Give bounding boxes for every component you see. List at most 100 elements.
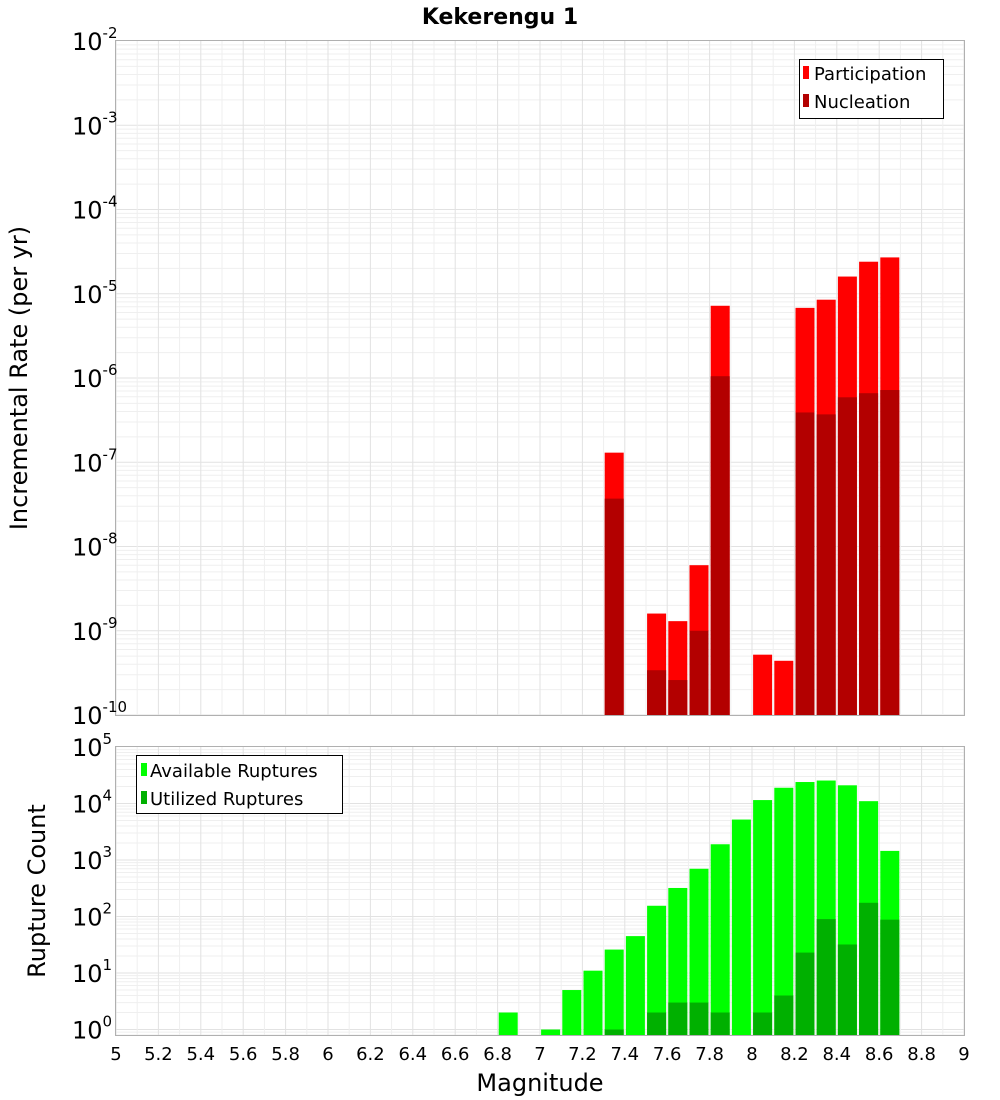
bottom-y-tick-labels: 105 104 103 102 101 100 xyxy=(72,730,112,1045)
bar-available-ruptures xyxy=(541,1029,561,1035)
bar-utilized-ruptures xyxy=(859,902,879,1035)
bar-available-ruptures xyxy=(562,990,582,1035)
x-tick-label: 7.4 xyxy=(610,1044,639,1065)
bar-utilized-ruptures xyxy=(604,1029,624,1035)
bar-available-ruptures xyxy=(689,868,709,1035)
bar-nucleation xyxy=(668,680,688,715)
top-y-tick-label: 10-7 xyxy=(72,445,118,477)
x-tick-label: 7.2 xyxy=(568,1044,597,1065)
top-gridlines xyxy=(115,41,965,716)
bar-utilized-ruptures xyxy=(795,952,815,1035)
x-tick-label: 8.4 xyxy=(822,1044,851,1065)
bottom-plot-frame xyxy=(115,746,965,1036)
bar-available-ruptures xyxy=(625,936,645,1035)
bottom-y-tick-label: 101 xyxy=(72,956,112,988)
bar-utilized-ruptures xyxy=(753,1012,773,1035)
x-tick-label: 6.6 xyxy=(441,1044,470,1065)
bar-utilized-ruptures xyxy=(880,919,900,1035)
bar-utilized-ruptures xyxy=(816,919,836,1035)
x-tick-label: 5.2 xyxy=(144,1044,173,1065)
bar-nucleation xyxy=(647,670,667,715)
top-y-tick-label: 10-5 xyxy=(72,277,118,309)
bottom-gridlines xyxy=(115,747,965,1036)
x-axis-label: Magnitude xyxy=(476,1069,603,1097)
bottom-legend-box xyxy=(136,755,343,814)
legend-label-participation: Participation xyxy=(814,64,926,85)
bar-utilized-ruptures xyxy=(710,1012,730,1035)
x-tick-label: 5.8 xyxy=(271,1044,300,1065)
x-tick-label: 5.6 xyxy=(229,1044,258,1065)
chart-title: Kekerengu 1 xyxy=(422,5,578,30)
top-y-tick-label: 10-9 xyxy=(72,614,118,646)
bar-available-ruptures xyxy=(583,970,603,1035)
legend-label-available-ruptures: Available Ruptures xyxy=(150,761,318,782)
x-tick-label: 5 xyxy=(110,1044,121,1065)
x-tick-label: 7 xyxy=(534,1044,545,1065)
legend-swatch-utilized-ruptures xyxy=(141,791,147,804)
top-y-tick-label: 10-10 xyxy=(72,698,127,730)
bottom-legend: Available Ruptures Utilized Ruptures xyxy=(136,755,343,814)
bar-available-ruptures xyxy=(710,844,730,1035)
top-y-tick-label: 10-3 xyxy=(72,108,118,140)
bar-utilized-ruptures xyxy=(774,995,794,1035)
bar-available-ruptures xyxy=(731,819,751,1035)
legend-swatch-available-ruptures xyxy=(141,763,147,776)
bar-nucleation xyxy=(859,393,879,715)
x-tick-label: 5.4 xyxy=(186,1044,215,1065)
x-tick-labels: 5 5.2 5.4 5.6 5.8 6 6.2 6.4 6.6 6.8 7 7.2 7.4 7.6 7.8 8… xyxy=(110,1044,969,1065)
bar-nucleation xyxy=(880,390,900,715)
x-tick-label: 8.6 xyxy=(865,1044,894,1065)
bottom-y-tick-label: 103 xyxy=(72,843,112,875)
x-tick-label: 8 xyxy=(746,1044,757,1065)
x-tick-label: 8.8 xyxy=(907,1044,936,1065)
bar-participation xyxy=(774,660,794,715)
legend-label-nucleation: Nucleation xyxy=(814,92,910,113)
bar-utilized-ruptures xyxy=(668,1002,688,1035)
top-y-tick-label: 10-6 xyxy=(72,361,118,393)
bar-utilized-ruptures xyxy=(689,1002,709,1035)
bar-available-ruptures xyxy=(498,1012,518,1035)
bottom-y-tick-label: 100 xyxy=(72,1013,112,1045)
top-y-tick-label: 10-4 xyxy=(72,193,118,225)
legend-label-utilized-ruptures: Utilized Ruptures xyxy=(150,789,303,810)
bottom-y-axis-label: Rupture Count xyxy=(23,804,51,978)
x-tick-label: 9 xyxy=(958,1044,969,1065)
bottom-y-tick-label: 104 xyxy=(72,787,112,819)
bar-utilized-ruptures xyxy=(647,1012,667,1035)
bar-available-ruptures xyxy=(604,949,624,1035)
top-y-tick-label: 10-2 xyxy=(72,24,118,56)
top-y-tick-label: 10-8 xyxy=(72,530,118,562)
bar-available-ruptures xyxy=(647,905,667,1035)
bottom-plot-panel: 105 104 103 102 101 100 Rupture Count Availab… xyxy=(23,730,970,1097)
x-tick-label: 7.6 xyxy=(653,1044,682,1065)
top-bars xyxy=(604,257,900,715)
bar-available-ruptures xyxy=(774,787,794,1035)
top-plot-panel: 10-2 10-3 10-4 10-5 10-6 10-7 10-8 10-9 10-10 In… xyxy=(5,24,965,730)
x-tick-label: 6 xyxy=(322,1044,333,1065)
x-tick-label: 6.8 xyxy=(483,1044,512,1065)
bar-nucleation xyxy=(689,630,709,715)
bar-nucleation xyxy=(837,397,857,715)
bottom-bars xyxy=(498,780,900,1035)
top-legend-box xyxy=(799,59,944,119)
bar-available-ruptures xyxy=(753,800,773,1035)
bar-nucleation xyxy=(816,414,836,715)
bar-nucleation xyxy=(604,498,624,715)
bottom-y-tick-label: 105 xyxy=(72,730,112,762)
top-plot-frame xyxy=(115,40,965,716)
legend-swatch-nucleation xyxy=(803,94,809,107)
bar-available-ruptures xyxy=(668,887,688,1035)
top-y-tick-labels: 10-2 10-3 10-4 10-5 10-6 10-7 10-8 10-9 10-10 xyxy=(72,24,127,730)
x-tick-label: 6.2 xyxy=(356,1044,385,1065)
top-legend: Participation Nucleation xyxy=(799,59,944,119)
bar-nucleation xyxy=(710,376,730,715)
bar-utilized-ruptures xyxy=(837,944,857,1035)
x-tick-label: 7.8 xyxy=(695,1044,724,1065)
bar-participation xyxy=(753,654,773,715)
bottom-y-tick-label: 102 xyxy=(72,900,112,932)
bar-nucleation xyxy=(795,412,815,715)
legend-swatch-participation xyxy=(803,66,809,79)
top-y-axis-label: Incremental Rate (per yr) xyxy=(5,226,33,530)
x-tick-label: 6.4 xyxy=(398,1044,427,1065)
